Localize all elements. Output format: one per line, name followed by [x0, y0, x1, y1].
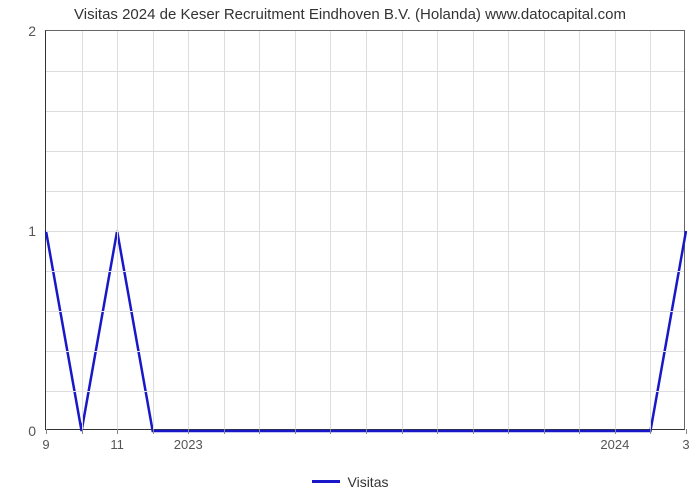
x-tick-mark [579, 429, 580, 434]
legend-label: Visitas [348, 474, 389, 490]
x-tick-label: 2024 [600, 429, 629, 452]
x-tick-mark [224, 429, 225, 434]
x-tick-mark [544, 429, 545, 434]
gridline-h [46, 351, 684, 352]
x-tick-mark [437, 429, 438, 434]
legend: Visitas [0, 470, 700, 490]
gridline-v [544, 31, 545, 429]
gridline-h [46, 391, 684, 392]
gridline-v [366, 31, 367, 429]
x-tick-mark [508, 429, 509, 434]
y-tick-label: 2 [28, 23, 46, 39]
gridline-v [117, 31, 118, 429]
plot-area: 012911202320243 [45, 30, 685, 430]
gridline-h [46, 151, 684, 152]
gridline-v [188, 31, 189, 429]
x-tick-label: 3 [682, 429, 689, 452]
gridline-v [615, 31, 616, 429]
gridline-v [259, 31, 260, 429]
line-chart: Visitas 2024 de Keser Recruitment Eindho… [0, 0, 700, 500]
gridline-v [508, 31, 509, 429]
gridline-v [402, 31, 403, 429]
gridline-v [330, 31, 331, 429]
x-tick-label: 9 [42, 429, 49, 452]
gridline-h [46, 311, 684, 312]
x-tick-mark [402, 429, 403, 434]
legend-item: Visitas [312, 474, 389, 490]
gridline-h [46, 191, 684, 192]
gridline-v [437, 31, 438, 429]
x-tick-mark [153, 429, 154, 434]
gridline-v [295, 31, 296, 429]
chart-title: Visitas 2024 de Keser Recruitment Eindho… [0, 6, 700, 23]
gridline-v [224, 31, 225, 429]
x-tick-mark [473, 429, 474, 434]
gridline-v [82, 31, 83, 429]
y-tick-label: 1 [28, 223, 46, 239]
gridline-h [46, 71, 684, 72]
x-tick-mark [650, 429, 651, 434]
gridline-h [46, 111, 684, 112]
gridline-v [650, 31, 651, 429]
gridline-v [579, 31, 580, 429]
gridline-h [46, 231, 684, 232]
x-tick-label: 2023 [174, 429, 203, 452]
x-tick-mark [366, 429, 367, 434]
gridline-v [153, 31, 154, 429]
gridline-v [473, 31, 474, 429]
legend-swatch [312, 480, 340, 483]
x-tick-mark [82, 429, 83, 434]
x-tick-mark [259, 429, 260, 434]
x-tick-label: 11 [110, 429, 124, 452]
gridline-h [46, 271, 684, 272]
x-tick-mark [330, 429, 331, 434]
x-tick-mark [295, 429, 296, 434]
